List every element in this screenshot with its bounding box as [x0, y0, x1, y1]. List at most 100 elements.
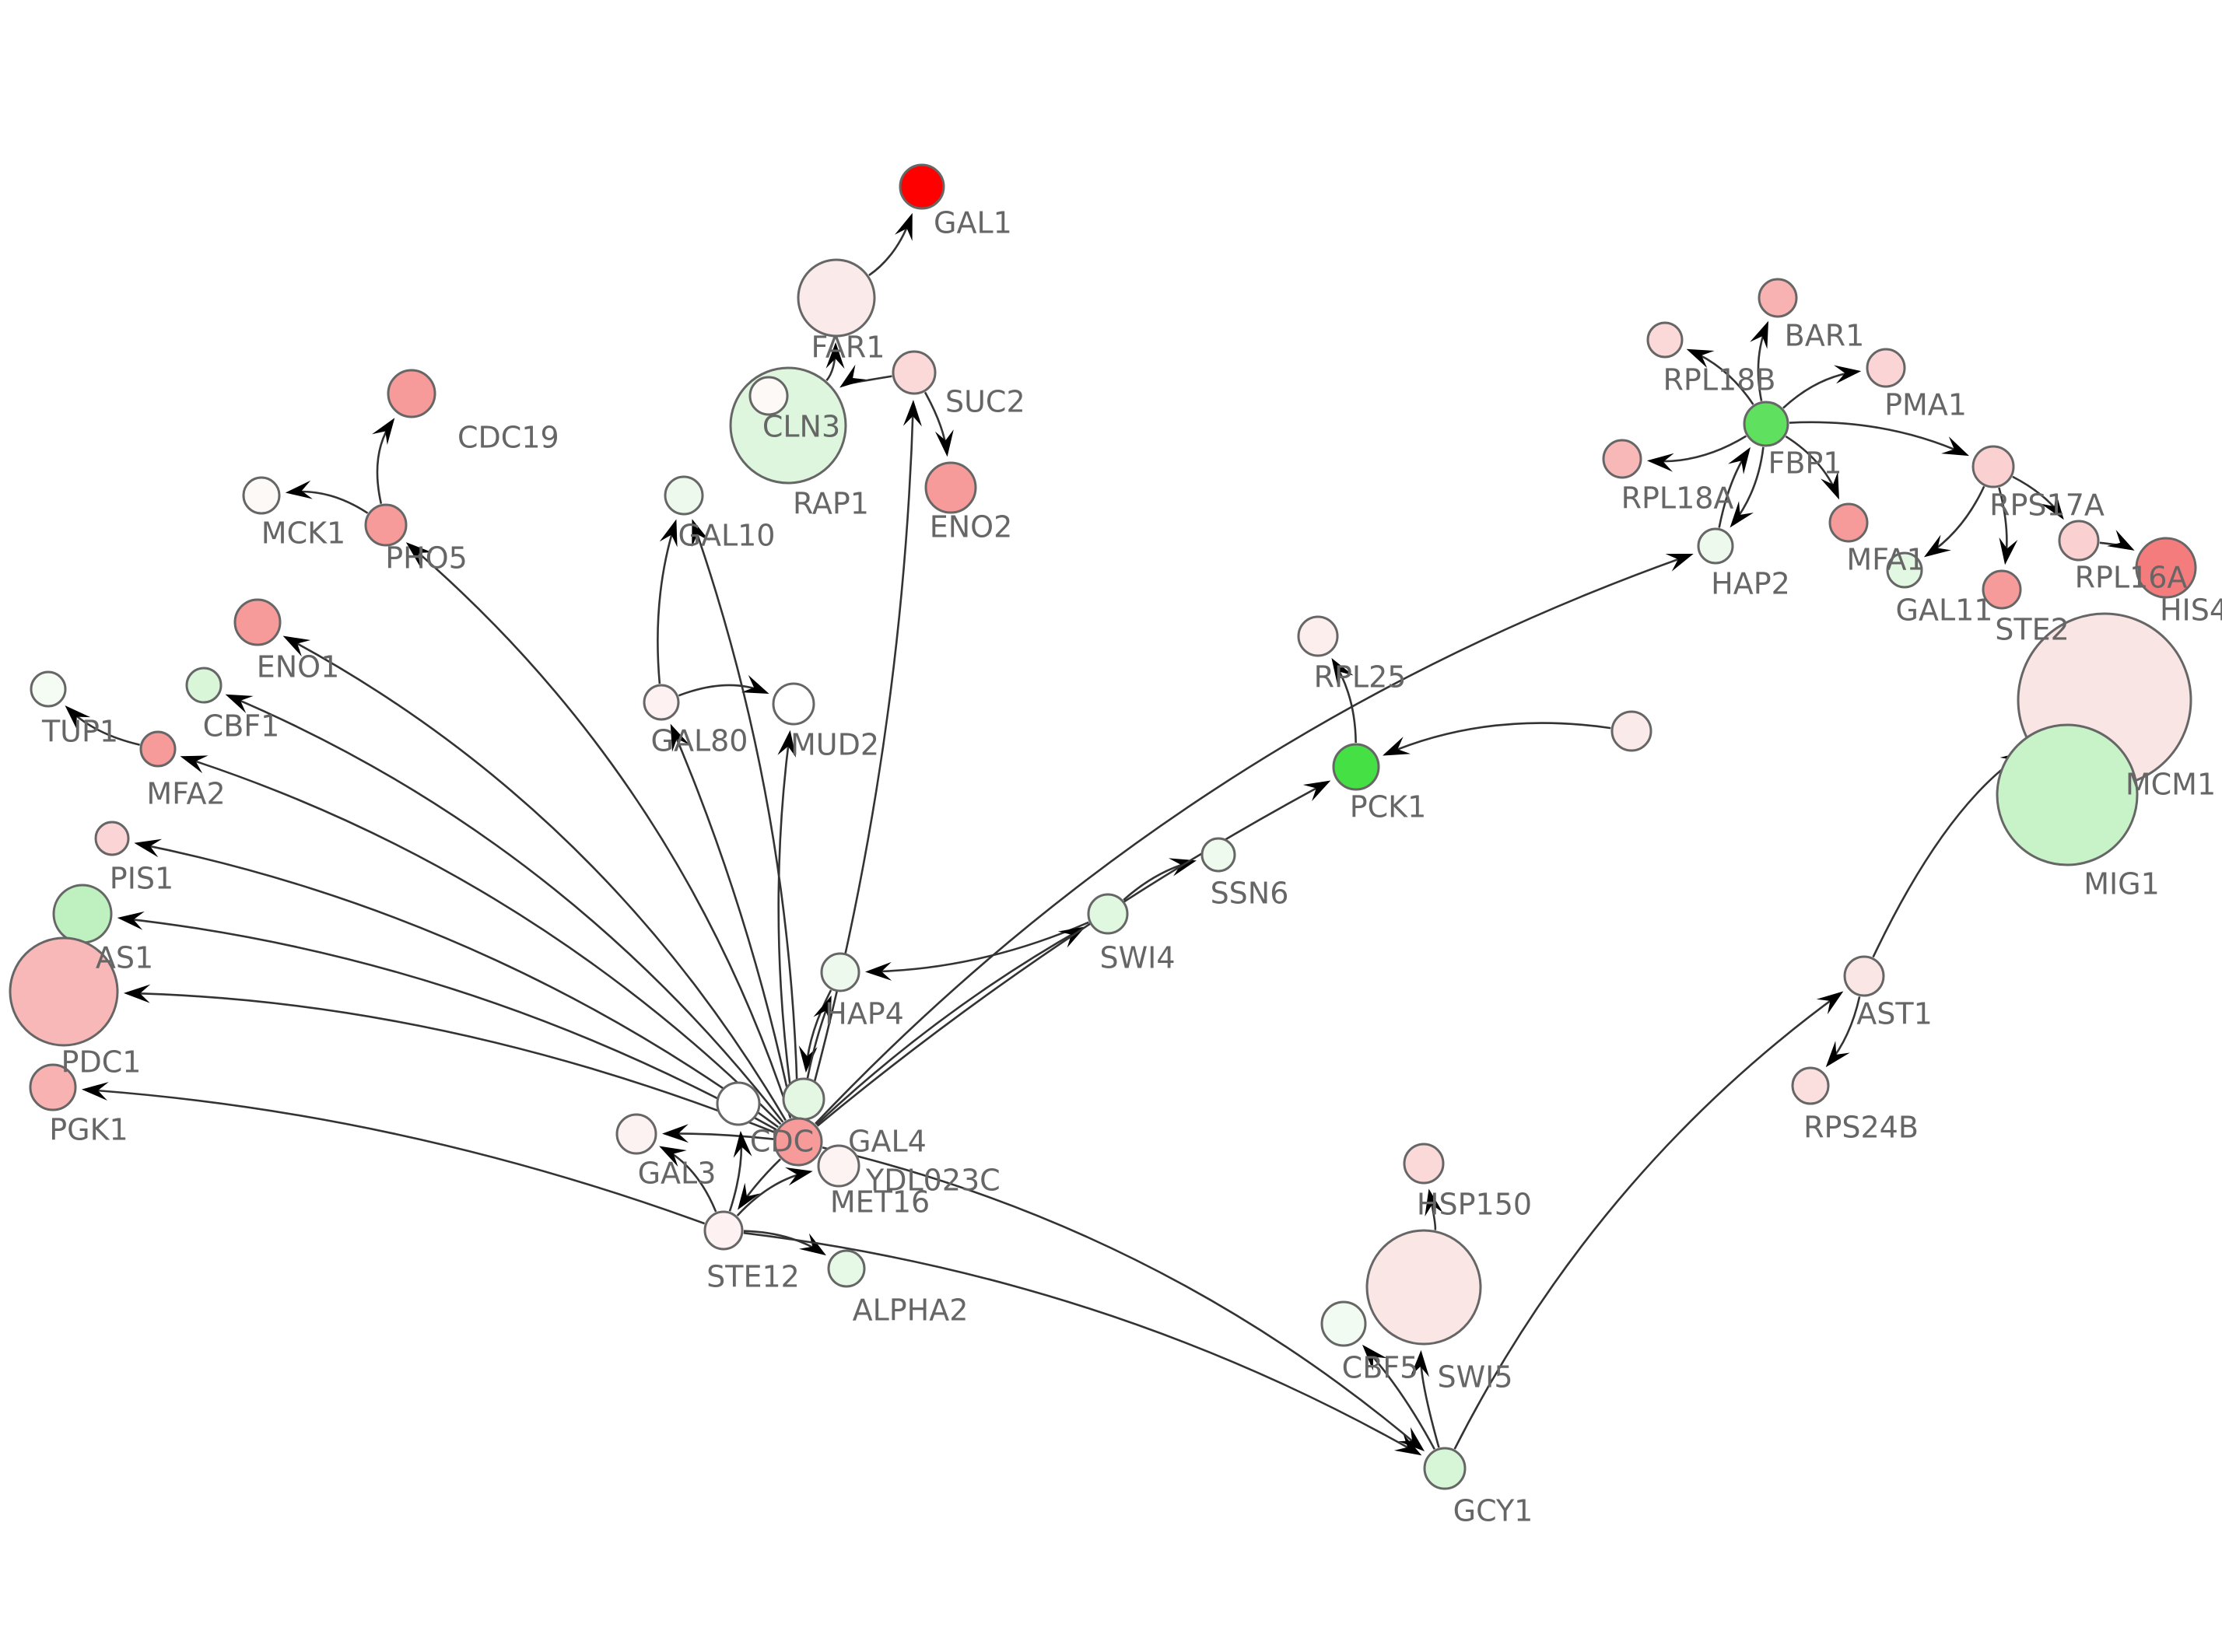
arrowhead-GAL4-to-ENO1 — [282, 635, 311, 657]
node-his4[interactable] — [2135, 537, 2197, 599]
edge-GAL4-to-MFA2 — [184, 756, 782, 1125]
node-alpha2[interactable] — [827, 1249, 866, 1288]
edge-GAL4-to-CBF1 — [229, 695, 784, 1123]
node-pgk1[interactable] — [29, 1063, 77, 1111]
node-label-gal80: GAL80 — [651, 724, 748, 758]
arrowhead-GAL80-to-MUD2 — [741, 674, 769, 695]
edge-GAL4-to-ENO1 — [286, 637, 787, 1122]
arrowhead-GAL4-to-PHO5 — [405, 542, 433, 567]
node-pck1[interactable] — [1332, 743, 1380, 791]
node-pis1[interactable] — [94, 821, 130, 856]
arrowhead-RPS17A-to-GAL11 — [1923, 534, 1951, 558]
node-gal3[interactable] — [615, 1113, 657, 1155]
node-mig1[interactable] — [1996, 723, 2139, 866]
node-label-cdc19: CDC19 — [457, 421, 559, 455]
arrowhead-SUC2-to-ENO2 — [934, 429, 954, 457]
node-eno1[interactable] — [233, 598, 282, 646]
node-ssn6[interactable] — [1200, 837, 1236, 873]
node-hap4[interactable] — [820, 952, 860, 992]
node-label-pis1: PIS1 — [110, 862, 173, 896]
arrowhead-MFA2-to-TUP1 — [65, 705, 91, 731]
edge-GAL4-to-SWI4 — [815, 928, 1082, 1126]
node-ste2[interactable] — [1982, 569, 2022, 610]
node-gal11[interactable] — [1886, 551, 1923, 589]
node-gal10[interactable] — [664, 475, 704, 516]
node-cbf5[interactable] — [1320, 1300, 1367, 1347]
node-label-gcy1: GCY1 — [1453, 1494, 1533, 1528]
node-rpl16a[interactable] — [2058, 520, 2100, 562]
node-hap2[interactable] — [1697, 527, 1734, 565]
node-ydl023c[interactable] — [817, 1144, 860, 1188]
arrowhead-STE12-to-ALPHA2 — [798, 1233, 826, 1256]
node-gcy1[interactable] — [1423, 1447, 1467, 1490]
node-label-gal10: GAL10 — [678, 519, 776, 553]
arrowhead-GAL4-to-MFA2 — [180, 755, 209, 774]
node-rpl18a[interactable] — [1602, 439, 1642, 479]
node-swi5[interactable] — [1365, 1229, 1482, 1346]
node-label-ste2: STE2 — [1995, 613, 2070, 647]
edge-GAL4-to-GAL10 — [692, 523, 799, 1118]
node-pma1[interactable] — [1866, 348, 1906, 388]
node-label-gal1: GAL1 — [934, 206, 1012, 240]
node-tup1[interactable] — [30, 670, 67, 708]
arrowhead-GAL4-to-SUC2 — [902, 399, 922, 427]
node-eno2[interactable] — [924, 461, 977, 514]
node-swi4[interactable] — [1087, 893, 1129, 935]
node-gal80[interactable] — [643, 684, 680, 721]
arrowhead-PHO5-to-MCK1 — [285, 480, 313, 499]
node-label-far1: FAR1 — [811, 331, 885, 365]
node-mud2[interactable] — [772, 682, 815, 726]
node-cdc19[interactable] — [387, 369, 436, 418]
node-label-swi4: SWI4 — [1099, 941, 1175, 975]
node-pdc1[interactable] — [9, 936, 119, 1047]
node-label-rpl18b: RPL18B — [1663, 363, 1776, 397]
arrowhead-PHO5-to-CDC19 — [372, 418, 395, 445]
node-cbf1[interactable] — [185, 667, 223, 704]
edge-STE12-to-GCY1 — [743, 1231, 1418, 1454]
arrowhead-FAR1-to-GAL1 — [894, 212, 913, 241]
node-cdc28[interactable] — [716, 1081, 761, 1126]
node-fbp1[interactable] — [1743, 401, 1789, 447]
edge-GAL4-to-PHO5 — [408, 544, 792, 1118]
node-label-hap4: HAP4 — [825, 997, 904, 1031]
node-rpl18b[interactable] — [1646, 321, 1684, 359]
arrowhead-GAL4-to-PDC1 — [123, 984, 151, 1003]
node-mfa1[interactable] — [1828, 502, 1869, 543]
arrowhead-FBP1-to-BAR1 — [1750, 320, 1769, 349]
arrowhead-SWI4-to-HAP4 — [864, 961, 892, 981]
node-mfa2[interactable] — [139, 730, 177, 768]
arrowhead-CLN3-to-FAR1 — [825, 341, 845, 369]
arrowhead-PCK1-to-RPL25 — [1331, 658, 1354, 686]
node-gal1[interactable] — [899, 163, 945, 210]
node-mck1[interactable] — [242, 476, 281, 515]
node-label-swi5: SWI5 — [1437, 1360, 1512, 1395]
edge-GAL4-to-HAP2 — [815, 554, 1690, 1125]
node-label-his4: HIS4 — [2160, 593, 2222, 628]
node-label-suc2: SUC2 — [945, 385, 1025, 419]
node-rps24b[interactable] — [1791, 1066, 1830, 1105]
node-hsp150[interactable] — [1403, 1143, 1445, 1185]
arrowhead-RPS17A-to-RPL16A — [2041, 492, 2064, 520]
arrowhead-FBP1-to-RPL18B — [1686, 348, 1715, 369]
node-pho5[interactable] — [364, 503, 408, 547]
node-label-ste12: STE12 — [706, 1260, 800, 1294]
node-bar1[interactable] — [1758, 278, 1798, 318]
node-label-rps24b: RPS24B — [1803, 1111, 1919, 1145]
node-top_pink[interactable] — [1610, 710, 1652, 752]
arrowhead-GAL4-to-STE12 — [738, 1182, 761, 1210]
node-label-eno2: ENO2 — [930, 510, 1013, 544]
node-suc2[interactable] — [892, 350, 937, 395]
node-as1[interactable] — [52, 884, 113, 944]
node-rpl25[interactable] — [1297, 615, 1339, 657]
node-ste12[interactable] — [703, 1210, 744, 1251]
node-met16[interactable] — [782, 1077, 825, 1121]
node-gal4[interactable] — [773, 1117, 823, 1167]
node-rap1[interactable] — [748, 376, 789, 416]
arrowhead-FBP1-to-RPL18A — [1646, 453, 1674, 472]
arrowhead-FBP1-to-RPS17A — [1941, 436, 1969, 457]
node-far1[interactable] — [797, 258, 876, 338]
node-ast1[interactable] — [1843, 955, 1885, 997]
node-label-rap1: RAP1 — [793, 487, 869, 521]
node-rps17a[interactable] — [1971, 445, 2015, 488]
arrowhead-STE12-to-GCY1 — [1393, 1433, 1422, 1456]
